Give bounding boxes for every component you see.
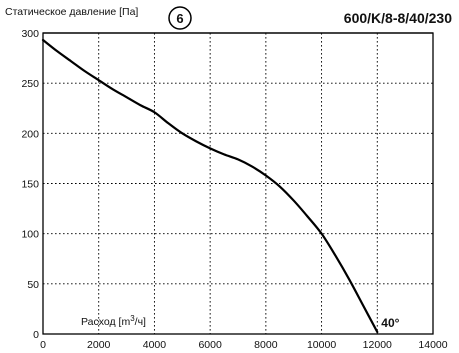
y-tick-label: 150	[21, 179, 39, 191]
y-tick-label: 0	[33, 329, 39, 341]
badge-number: 6	[176, 11, 183, 26]
y-tick-label: 300	[21, 28, 39, 40]
x-tick-label: 4000	[143, 339, 167, 351]
pressure-flow-curve	[41, 38, 379, 334]
x-axis-label: Расход [m3/ч]	[81, 314, 146, 328]
x-tick-label: 0	[40, 339, 46, 351]
y-axis-label: Статическое давление [Па]	[5, 6, 138, 18]
y-tick-label: 50	[27, 279, 39, 291]
x-tick-labels: 0 2000 4000 6000 8000 10000 12000 14000	[40, 339, 448, 351]
angle-annotation: 40°	[381, 316, 399, 330]
y-tick-label: 100	[21, 229, 39, 241]
badge-circle-icon	[168, 6, 192, 30]
x-tick-label: 2000	[87, 339, 111, 351]
y-tick-label: 200	[21, 128, 39, 140]
x-tick-label: 14000	[418, 339, 447, 351]
x-tick-label: 10000	[307, 339, 336, 351]
model-title: 600/K/8-8/40/230	[344, 10, 452, 26]
y-tick-labels: 0 50 100 150 200 250 300	[21, 28, 39, 341]
grid-lines	[43, 33, 433, 334]
chart-header: Статическое давление [Па] 6 600/K/8-8/40…	[5, 6, 452, 34]
y-tick-label: 250	[21, 78, 39, 90]
x-tick-label: 6000	[198, 339, 222, 351]
x-tick-label: 8000	[254, 339, 278, 351]
plot-frame	[42, 32, 434, 335]
x-tick-label: 12000	[363, 339, 392, 351]
